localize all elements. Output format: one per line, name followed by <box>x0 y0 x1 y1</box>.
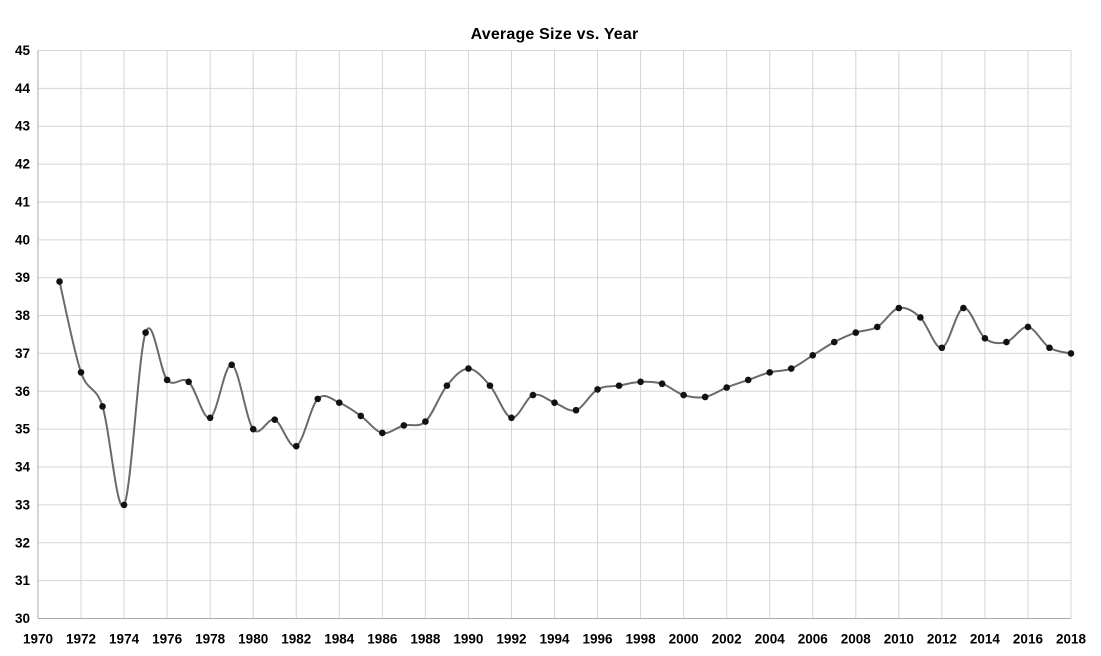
data-point-marker <box>874 323 881 331</box>
y-tick-label: 43 <box>15 119 31 134</box>
x-tick-label: 1980 <box>238 632 268 647</box>
x-tick-label: 1998 <box>626 632 657 647</box>
x-axis-tick-labels: 1970 1972 1974 1976 1978 1980 1982 1984 1986 1988… <box>23 632 1087 647</box>
y-tick-label: 33 <box>15 497 31 512</box>
y-tick-label: 38 <box>15 308 31 323</box>
x-tick-label: 2006 <box>798 632 829 647</box>
data-point-marker <box>830 338 838 346</box>
data-point-marker <box>292 442 300 450</box>
series-markers <box>56 278 1075 509</box>
y-tick-label: 31 <box>15 573 31 588</box>
data-point-marker <box>852 329 860 336</box>
x-tick-label: 2008 <box>841 632 872 647</box>
data-point-marker <box>680 391 687 399</box>
data-point-marker <box>77 369 85 376</box>
data-point-marker <box>335 399 343 406</box>
data-point-marker <box>400 422 408 429</box>
y-tick-label: 32 <box>15 535 30 550</box>
y-tick-label: 34 <box>15 460 31 475</box>
x-tick-label: 1986 <box>367 632 398 647</box>
data-point-marker <box>917 314 924 321</box>
data-point-marker <box>465 365 472 372</box>
x-tick-label: 1994 <box>539 632 570 647</box>
x-tick-label: 2018 <box>1056 632 1087 647</box>
data-point-marker <box>1003 338 1010 346</box>
y-tick-label: 35 <box>15 422 31 437</box>
chart-title: Average Size vs. Year <box>470 26 639 43</box>
data-point-marker <box>486 382 494 389</box>
data-point-marker <box>120 501 128 509</box>
x-tick-label: 1984 <box>324 632 355 647</box>
data-point-marker <box>443 382 451 389</box>
data-point-marker <box>228 361 235 369</box>
y-tick-label: 42 <box>15 157 30 172</box>
data-point-marker <box>314 395 322 403</box>
y-tick-label: 44 <box>15 81 31 96</box>
y-tick-label: 36 <box>15 384 31 399</box>
x-tick-label: 2014 <box>970 632 1001 647</box>
data-point-marker <box>701 393 709 401</box>
data-point-marker <box>271 416 279 424</box>
x-tick-label: 1992 <box>496 632 526 647</box>
data-point-marker <box>809 352 817 359</box>
data-point-marker <box>615 382 623 389</box>
data-point-marker <box>1024 323 1032 331</box>
y-tick-label: 30 <box>15 611 30 626</box>
data-point-marker <box>981 334 989 342</box>
data-point-marker <box>163 376 171 384</box>
x-tick-label: 2002 <box>712 632 742 647</box>
data-point-marker <box>142 329 149 336</box>
data-point-marker <box>379 429 386 437</box>
data-point-marker <box>960 304 967 312</box>
y-tick-label: 39 <box>15 270 30 285</box>
data-point-marker <box>1046 344 1053 352</box>
gridlines <box>37 50 1072 619</box>
data-point-marker <box>357 412 365 420</box>
data-point-marker <box>594 386 601 393</box>
data-point-marker <box>637 378 644 386</box>
x-tick-label: 1970 <box>23 632 53 647</box>
y-tick-label: 40 <box>15 232 30 247</box>
data-point-marker <box>529 391 537 399</box>
x-tick-label: 1990 <box>453 632 483 647</box>
data-point-marker <box>744 376 752 384</box>
data-point-marker <box>787 365 795 372</box>
data-point-marker <box>895 304 903 312</box>
data-point-marker <box>658 380 666 388</box>
y-tick-label: 45 <box>15 43 31 58</box>
x-tick-label: 1976 <box>152 632 183 647</box>
data-point-marker <box>723 384 730 391</box>
data-point-marker <box>206 414 214 422</box>
y-axis-tick-labels: 30 31 32 33 34 35 36 37 38 39 40 41 42 43 44 45 <box>15 43 31 626</box>
x-tick-label: 2016 <box>1013 632 1044 647</box>
x-tick-label: 1982 <box>281 632 311 647</box>
x-tick-label: 1996 <box>583 632 614 647</box>
x-tick-label: 1988 <box>410 632 441 647</box>
x-tick-label: 1972 <box>66 632 96 647</box>
data-point-marker <box>185 378 192 386</box>
data-point-marker <box>1067 350 1075 357</box>
data-point-marker <box>422 418 429 425</box>
x-tick-label: 1974 <box>109 632 140 647</box>
data-point-marker <box>938 344 946 352</box>
data-point-marker <box>508 414 515 422</box>
data-point-marker <box>572 406 580 414</box>
x-tick-label: 2010 <box>884 632 914 647</box>
y-tick-label: 41 <box>15 194 31 209</box>
data-point-marker <box>99 403 106 410</box>
x-tick-label: 2004 <box>755 632 786 647</box>
data-point-marker <box>551 399 558 406</box>
x-tick-label: 2000 <box>669 632 699 647</box>
x-tick-label: 2012 <box>927 632 957 647</box>
data-point-marker <box>56 278 63 285</box>
data-point-marker <box>766 369 774 376</box>
data-point-marker <box>249 425 257 433</box>
y-tick-label: 37 <box>15 346 30 361</box>
x-tick-label: 1978 <box>195 632 226 647</box>
